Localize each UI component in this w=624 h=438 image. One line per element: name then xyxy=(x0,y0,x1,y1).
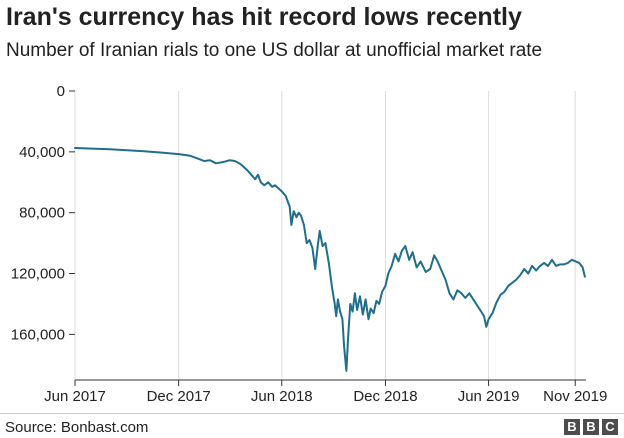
series-line xyxy=(74,147,586,372)
x-gridlines xyxy=(74,91,576,380)
x-tick-label: Jun 2018 xyxy=(251,388,313,405)
series-group xyxy=(74,147,586,372)
y-tick-label: 0 xyxy=(57,83,65,100)
y-tick-label: 160,000 xyxy=(11,326,65,343)
footer-divider xyxy=(0,413,624,414)
x-tick-label: Jun 2019 xyxy=(458,388,520,405)
line-chart: 0 40,000 80,000 120,000 160,000 Jun 2017 Dec … xyxy=(11,83,608,405)
x-axis: Jun 2017 Dec 2017 Jun 2018 Dec 2018 Jun 2019… xyxy=(44,379,607,405)
x-tick-label: Nov 2019 xyxy=(543,388,607,405)
bbc-logo: B B C xyxy=(564,419,618,435)
chart-title: Iran's currency has hit record lows rece… xyxy=(6,3,522,31)
y-tick-label: 80,000 xyxy=(19,205,65,222)
x-tick-label: Dec 2017 xyxy=(147,388,211,405)
x-tick-label: Dec 2018 xyxy=(353,388,417,405)
source-note: Source: Bonbast.com xyxy=(5,419,149,436)
bbc-logo-letter-1: B xyxy=(564,419,580,435)
bbc-logo-letter-3: C xyxy=(602,419,618,435)
y-axis: 0 40,000 80,000 120,000 160,000 xyxy=(11,83,75,343)
chart-subtitle: Number of Iranian rials to one US dollar… xyxy=(6,40,543,61)
bbc-logo-letter-2: B xyxy=(583,419,599,435)
x-tick-label: Jun 2017 xyxy=(44,388,106,405)
y-tick-label: 40,000 xyxy=(19,144,65,161)
y-tick-label: 120,000 xyxy=(11,266,65,283)
